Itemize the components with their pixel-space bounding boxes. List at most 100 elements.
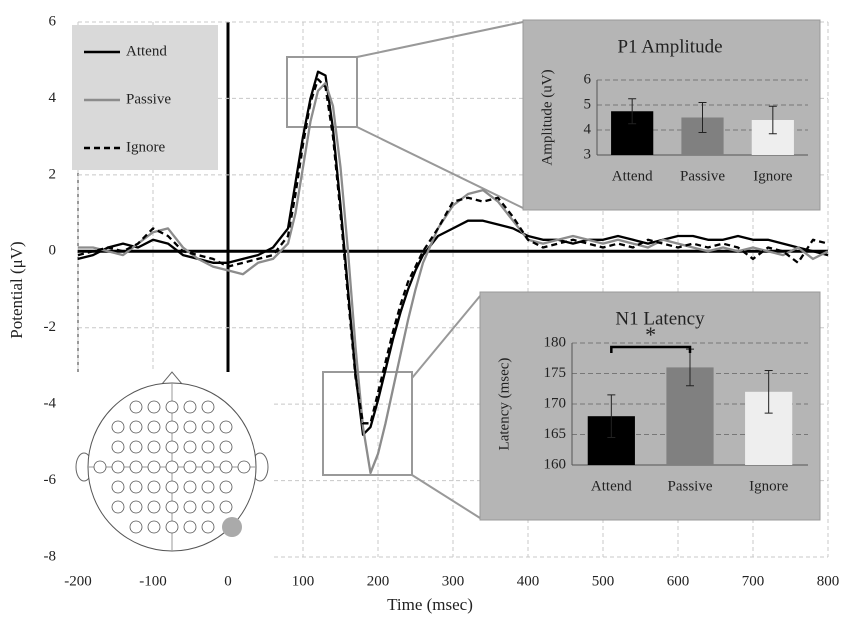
x-tick-label: 800 (817, 573, 840, 589)
electrode (129, 500, 143, 514)
y-tick-label: 165 (544, 426, 567, 442)
electrode (183, 500, 197, 514)
electrode (183, 420, 197, 434)
inset-title: N1 Latency (615, 308, 705, 329)
x-axis-label: Time (msec) (387, 595, 473, 614)
connector (356, 126, 524, 209)
legend-box (72, 25, 218, 170)
electrode (129, 480, 143, 494)
zoom-box (286, 56, 358, 128)
inset-y-label: Latency (msec) (496, 358, 512, 451)
y-tick-label: 5 (584, 96, 592, 112)
electrode (201, 500, 215, 514)
x-tick-label: 700 (742, 573, 765, 589)
y-tick-label: 0 (49, 243, 57, 259)
electrode (165, 420, 179, 434)
electrode (165, 400, 179, 414)
electrode (201, 480, 215, 494)
electrode (219, 440, 233, 454)
electrode (201, 460, 215, 474)
electrode (165, 440, 179, 454)
zoom-markers (286, 21, 524, 519)
electrode (111, 480, 125, 494)
x-tick-label: 0 (224, 573, 232, 589)
connector (411, 474, 481, 519)
y-tick-label: 4 (49, 90, 57, 106)
legend-label: Attend (126, 43, 167, 59)
electrode (201, 440, 215, 454)
y-tick-label: 6 (584, 71, 592, 87)
electrode (147, 480, 161, 494)
electrode (201, 420, 215, 434)
connector (411, 295, 481, 379)
electrode-map (72, 371, 272, 562)
x-tick-label: 300 (442, 573, 465, 589)
electrode (183, 520, 197, 534)
electrode (111, 440, 125, 454)
x-tick-label: 500 (592, 573, 615, 589)
series-line (78, 81, 829, 475)
electrode (93, 460, 107, 474)
electrode (201, 400, 215, 414)
x-tick-label: Passive (680, 168, 725, 184)
electrode (129, 460, 143, 474)
y-tick-label: 175 (544, 365, 567, 381)
insets: P1 Amplitude Amplitude (uV) 3 4 5 6 Attend Pass… (479, 19, 821, 521)
y-tick-label: 3 (584, 146, 592, 162)
x-tick-label: 400 (517, 573, 540, 589)
electrode (183, 400, 197, 414)
electrode (147, 440, 161, 454)
inset-panel (522, 19, 821, 211)
electrode (147, 460, 161, 474)
y-tick-label: -8 (44, 548, 57, 564)
error-bar (607, 394, 616, 439)
annotation: * (645, 322, 656, 347)
series-line (77, 70, 829, 436)
x-tick-label: Attend (612, 168, 653, 184)
electrode (183, 460, 197, 474)
electrode (165, 480, 179, 494)
zoom-box (322, 371, 413, 476)
inset-y-label: Amplitude (uV) (539, 69, 555, 165)
electrode (111, 500, 125, 514)
y-axis-label: Potential (μV) (7, 241, 26, 338)
x-tick-label: Passive (668, 478, 713, 494)
nose (161, 371, 183, 385)
electrode (165, 500, 179, 514)
x-tick-label: 600 (667, 573, 690, 589)
series-line (77, 78, 829, 425)
inset-title: P1 Amplitude (617, 36, 722, 57)
x-tick-label: -100 (139, 573, 167, 589)
x-tick-label: 200 (367, 573, 390, 589)
electrode (147, 420, 161, 434)
y-tick-label: 2 (49, 166, 57, 182)
electrode (165, 520, 179, 534)
electrode (201, 520, 215, 534)
electrode (147, 500, 161, 514)
electrode (111, 420, 125, 434)
error-bar (698, 102, 707, 133)
y-tick-label: 6 (49, 13, 57, 29)
electrode (129, 440, 143, 454)
electrode (237, 460, 251, 474)
highlight-electrode (222, 517, 242, 537)
error-bar (768, 105, 777, 135)
significance-bracket (610, 345, 692, 353)
y-tick-label: 180 (544, 334, 567, 350)
y-tick-label: 4 (584, 121, 592, 137)
electrode (129, 420, 143, 434)
connector (356, 21, 524, 58)
legend: Attend Passive Ignore (72, 25, 218, 170)
y-tick-label: -4 (44, 396, 57, 412)
electrode (129, 520, 143, 534)
error-bar (628, 98, 637, 125)
electrode (219, 460, 233, 474)
x-tick-label: Ignore (753, 168, 792, 184)
error-bar (764, 369, 773, 414)
legend-label: Passive (126, 91, 171, 107)
electrode (219, 480, 233, 494)
y-tick-label: -6 (44, 472, 57, 488)
x-tick-label: 100 (292, 573, 315, 589)
electrode (183, 440, 197, 454)
